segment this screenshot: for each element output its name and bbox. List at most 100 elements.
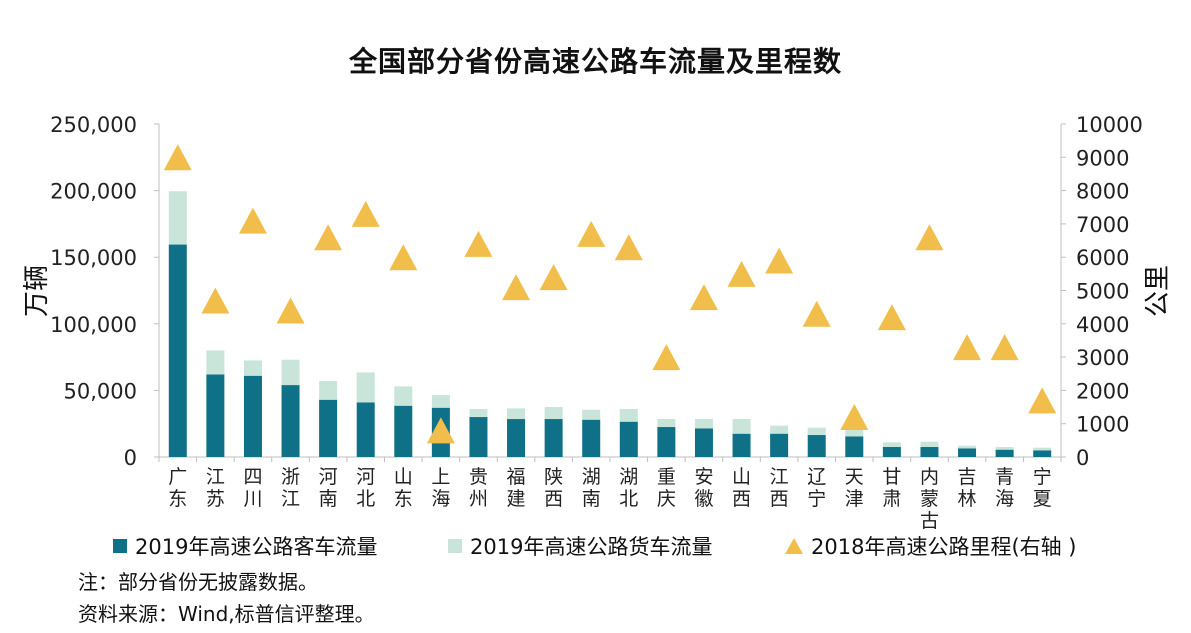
x-category-label: 宁 — [807, 488, 826, 510]
x-category-label: 肃 — [882, 488, 901, 510]
x-category-label: 南 — [582, 488, 601, 510]
marker-mileage — [614, 234, 643, 261]
bar-passenger — [356, 402, 375, 457]
marker-mileage — [389, 244, 418, 271]
bar-freight — [168, 191, 187, 245]
marker-mileage — [314, 224, 343, 251]
x-category-label: 吉 — [958, 466, 977, 488]
y-right-tick-label: 2000 — [1076, 379, 1129, 403]
bar-freight — [995, 447, 1014, 450]
x-category-label: 南 — [319, 488, 338, 510]
marker-mileage — [464, 230, 493, 257]
bar-freight — [281, 359, 300, 386]
x-category-label: 江 — [206, 466, 225, 488]
bar-passenger — [206, 374, 225, 457]
marker-mileage — [163, 144, 192, 171]
x-category-label: 湖 — [582, 466, 601, 488]
bar-passenger — [657, 427, 676, 457]
x-category-label: 蒙 — [920, 488, 939, 510]
bar-passenger — [168, 244, 187, 457]
x-category-label: 江 — [281, 488, 300, 510]
y-right-tick-label: 5000 — [1076, 280, 1129, 304]
x-category-label: 北 — [356, 488, 375, 510]
marker-mileage — [990, 334, 1019, 361]
x-category-label: 建 — [507, 488, 526, 510]
marker-mileage — [1028, 387, 1057, 414]
y-left-tick-label: 200,000 — [50, 180, 137, 204]
x-category-label: 贵 — [469, 466, 488, 488]
bar-freight — [694, 419, 713, 429]
x-category-label: 津 — [845, 488, 864, 510]
x-category-label: 河 — [319, 466, 338, 488]
bar-passenger — [544, 419, 563, 457]
x-category-label: 古 — [920, 510, 939, 530]
bar-freight — [619, 409, 638, 422]
bar-passenger — [394, 405, 413, 457]
bar-freight — [807, 427, 826, 436]
x-category-label: 福 — [507, 466, 526, 488]
x-category-label: 山 — [394, 466, 413, 488]
bar-passenger — [958, 448, 977, 457]
bar-freight — [882, 442, 901, 448]
chart-area: 0 50,000 100,000 150,000 200,000 250,000 0 1000… — [22, 113, 1173, 530]
x-category-label: 辽 — [807, 466, 826, 488]
legend-item-mileage: 2018年高速公路里程(右轴 ) — [785, 533, 1077, 559]
x-category-label: 海 — [431, 488, 450, 510]
x-category-label: 青 — [995, 466, 1014, 488]
marker-mileage — [877, 304, 906, 331]
bar-freight — [657, 419, 676, 428]
x-category-label: 州 — [469, 488, 488, 510]
marker-mileage — [953, 334, 982, 361]
legend-swatch-freight — [448, 539, 462, 553]
bar-passenger — [694, 428, 713, 457]
x-category-label: 北 — [619, 488, 638, 510]
x-category-label: 苏 — [206, 488, 225, 510]
y-left-axis-title: 万辆 — [22, 265, 52, 317]
x-category-label: 西 — [544, 488, 563, 510]
bar-passenger — [619, 421, 638, 457]
y-left-tick-label: 150,000 — [50, 246, 137, 270]
bar-passenger — [995, 449, 1014, 457]
y-right-tick-label: 8000 — [1076, 180, 1129, 204]
x-category-label: 江 — [770, 466, 789, 488]
bar-freight — [920, 441, 939, 448]
bar-freight — [206, 350, 225, 375]
marker-mileage — [577, 220, 606, 247]
marker-mileage — [238, 207, 267, 234]
y-right-tick-label: 4000 — [1076, 313, 1129, 337]
bar-freight — [845, 427, 864, 437]
bar-passenger — [507, 419, 526, 457]
x-category-label: 重 — [657, 466, 676, 488]
bar-freight — [356, 372, 375, 403]
source-note: 资料来源：Wind,标普信评整理。 — [78, 602, 375, 626]
y-left-tick-label: 250,000 — [50, 113, 137, 137]
y-right-tick-label: 3000 — [1076, 346, 1129, 370]
marker-mileage — [652, 344, 681, 371]
x-category-label: 天 — [845, 466, 864, 488]
bar-passenger — [469, 417, 488, 457]
x-category-label: 东 — [394, 488, 413, 510]
marker-mileage — [201, 287, 230, 314]
x-category-label: 河 — [356, 466, 375, 488]
x-category-label: 林 — [958, 488, 977, 510]
bar-freight — [544, 407, 563, 420]
bar-passenger — [920, 447, 939, 457]
bar-freight — [582, 409, 601, 420]
y-right-tick-label: 7000 — [1076, 213, 1129, 237]
y-right-tick-label: 6000 — [1076, 246, 1129, 270]
x-category-label: 安 — [694, 466, 713, 488]
x-category-label: 宁 — [1033, 466, 1052, 488]
x-category-label: 庆 — [657, 488, 676, 510]
x-category-label: 四 — [243, 466, 262, 488]
y-left-tick-label: 0 — [124, 446, 137, 470]
bar-passenger — [845, 436, 864, 457]
legend-label-passenger: 2019年高速公路客车流量 — [135, 535, 378, 559]
bar-freight — [243, 360, 262, 376]
marker-mileage — [539, 264, 568, 291]
x-category-label: 甘 — [882, 466, 901, 488]
x-category-label: 广 — [168, 466, 187, 488]
bar-passenger — [882, 447, 901, 457]
marker-mileage — [727, 260, 756, 287]
bar-passenger — [770, 433, 789, 457]
x-category-label: 上 — [431, 466, 450, 488]
